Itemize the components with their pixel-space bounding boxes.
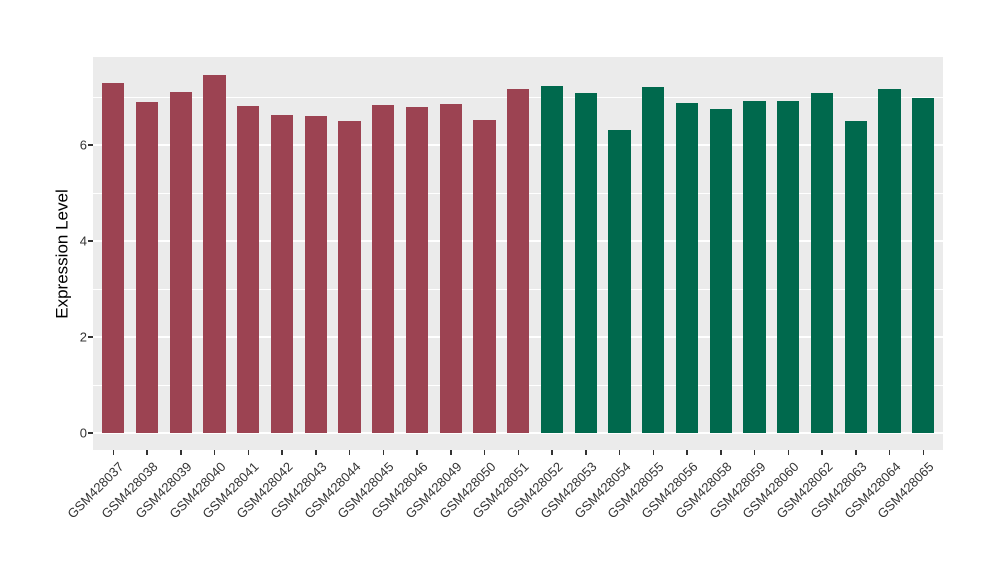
x-tick-mark [180, 450, 182, 455]
x-tick-mark [855, 450, 857, 455]
y-tick-mark [88, 240, 93, 242]
x-tick-mark [922, 450, 925, 455]
x-tick-mark [787, 450, 790, 455]
x-tick-mark [821, 450, 823, 455]
x-tick-mark [416, 450, 418, 455]
x-tick-mark [652, 450, 655, 455]
bar-GSM428053 [574, 92, 597, 433]
bar-GSM428051 [507, 89, 530, 433]
x-tick-mark [686, 450, 688, 455]
bar-GSM428037 [102, 82, 125, 433]
bar-GSM428065 [912, 97, 935, 433]
bar-GSM428049 [439, 103, 462, 433]
y-axis-title-text: Expression Level [53, 188, 72, 319]
x-tick-mark [146, 450, 148, 455]
x-tick-mark [382, 450, 385, 455]
bar-GSM428045 [372, 104, 395, 433]
bar-GSM428056 [675, 102, 699, 433]
x-tick-mark [450, 450, 452, 455]
bar-GSM428038 [135, 101, 159, 433]
bar-GSM428054 [608, 130, 631, 433]
bar-GSM428055 [642, 87, 665, 433]
x-tick-mark [112, 450, 115, 455]
x-tick-mark [720, 450, 722, 455]
bar-GSM428043 [304, 115, 327, 433]
x-tick-mark [483, 450, 486, 455]
x-tick-mark [315, 450, 317, 455]
bar-GSM428063 [844, 121, 867, 433]
bar-GSM428046 [405, 106, 429, 433]
bar-GSM428041 [237, 105, 260, 433]
plot-panel [93, 57, 943, 450]
y-tick-label: 2 [79, 329, 87, 345]
x-tick-mark [213, 450, 216, 455]
bar-GSM428039 [169, 91, 192, 433]
bar-GSM428064 [878, 89, 901, 433]
bar-GSM428062 [810, 92, 834, 433]
bar-GSM428040 [203, 74, 226, 433]
y-axis-title: Expression Level [52, 57, 74, 450]
bar-GSM428058 [709, 108, 732, 433]
x-tick-mark [517, 450, 520, 455]
y-tick-label: 0 [79, 425, 87, 441]
x-tick-mark [753, 450, 756, 455]
bar-GSM428060 [777, 101, 800, 433]
x-tick-mark [618, 450, 621, 455]
y-tick-label: 6 [79, 137, 87, 153]
x-tick-mark [281, 450, 283, 455]
x-tick-mark [585, 450, 587, 455]
gridline-major [93, 432, 943, 434]
x-tick-mark [551, 450, 553, 455]
y-tick-label: 4 [79, 233, 87, 249]
y-tick-mark [88, 144, 93, 146]
bar-GSM428059 [743, 101, 766, 433]
bar-GSM428044 [338, 121, 361, 433]
bar-GSM428042 [270, 114, 294, 433]
bar-GSM428052 [540, 86, 564, 433]
bar-GSM428050 [473, 120, 496, 433]
x-tick-mark [348, 450, 351, 455]
x-tick-mark [888, 450, 891, 455]
y-tick-mark [88, 336, 93, 338]
x-tick-mark [247, 450, 250, 455]
y-tick-mark [88, 432, 93, 434]
